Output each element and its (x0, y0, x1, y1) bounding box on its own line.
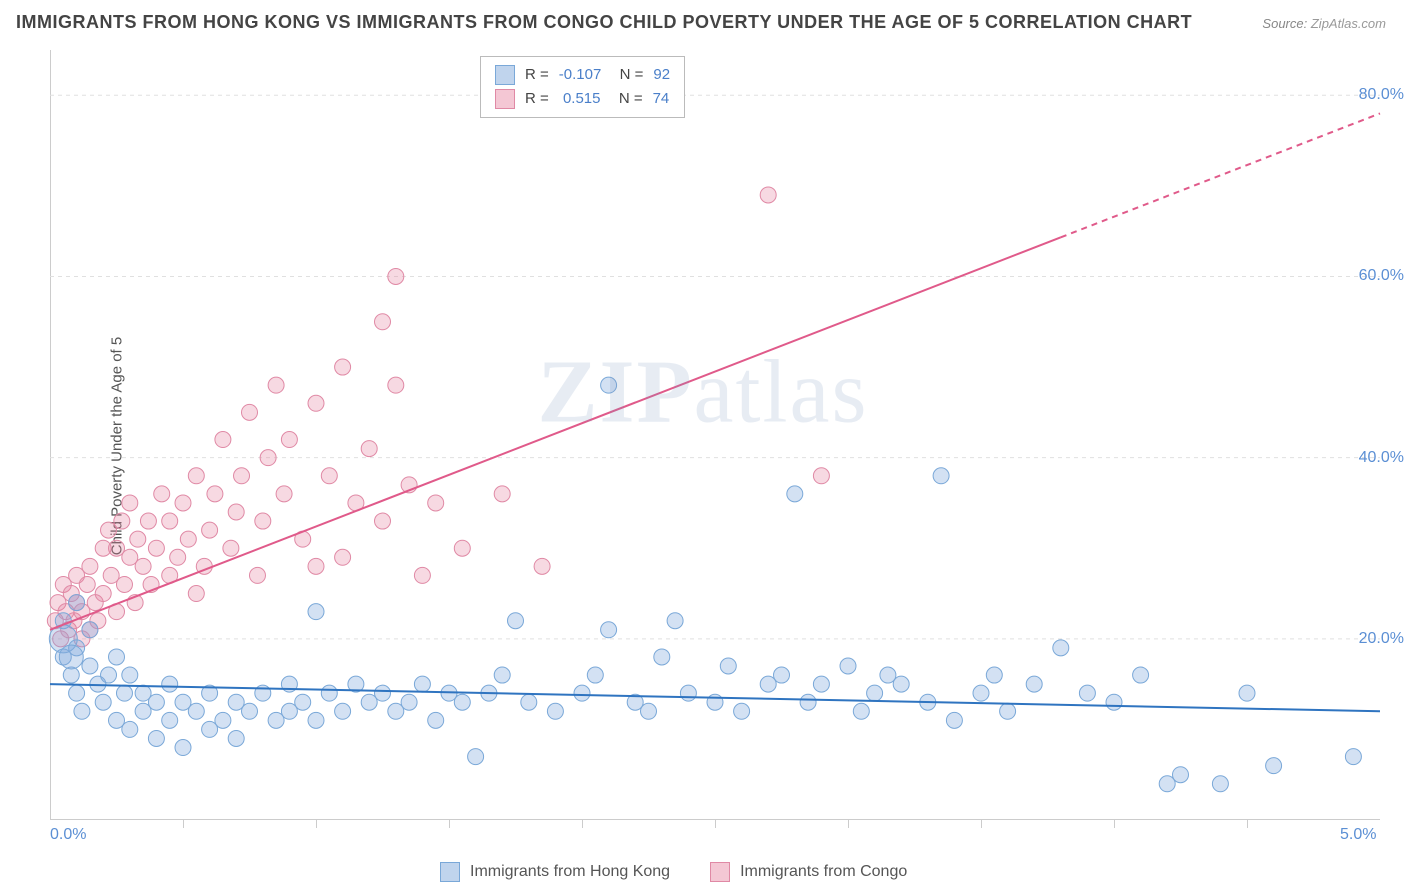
y-tick-label: 20.0% (1359, 630, 1404, 648)
y-tick-label: 40.0% (1359, 449, 1404, 467)
correlation-legend: R = -0.107 N = 92 R = 0.515 N = 74 (480, 56, 685, 118)
x-minor-tick (1114, 820, 1115, 828)
y-tick-label: 60.0% (1359, 267, 1404, 285)
x-minor-tick (981, 820, 982, 828)
legend-row-congo: R = 0.515 N = 74 (495, 87, 670, 111)
r-label: R = (525, 87, 549, 111)
source-value: ZipAtlas.com (1311, 16, 1386, 31)
legend-row-hongkong: R = -0.107 N = 92 (495, 63, 670, 87)
n-value-congo: 74 (653, 87, 670, 111)
series-legend: Immigrants from Hong Kong Immigrants fro… (440, 862, 907, 882)
n-value-hongkong: 92 (653, 63, 670, 87)
x-minor-tick (1247, 820, 1248, 828)
swatch-congo (495, 89, 515, 109)
n-label: N = (610, 87, 642, 111)
x-tick-label: 0.0% (50, 826, 86, 844)
x-minor-tick (183, 820, 184, 828)
n-label: N = (611, 63, 643, 87)
legend-item-hongkong: Immigrants from Hong Kong (440, 862, 670, 882)
x-minor-tick (582, 820, 583, 828)
r-value-hongkong: -0.107 (559, 63, 602, 87)
legend-label-congo: Immigrants from Congo (740, 863, 907, 881)
source-attribution: Source: ZipAtlas.com (1262, 16, 1386, 31)
r-label: R = (525, 63, 549, 87)
legend-item-congo: Immigrants from Congo (710, 862, 907, 882)
y-tick-label: 80.0% (1359, 86, 1404, 104)
scatter-chart (50, 50, 1380, 820)
source-label: Source: (1262, 16, 1307, 31)
x-minor-tick (449, 820, 450, 828)
swatch-congo-bottom (710, 862, 730, 882)
x-minor-tick (316, 820, 317, 828)
x-minor-tick (715, 820, 716, 828)
x-minor-tick (848, 820, 849, 828)
r-value-congo: 0.515 (559, 87, 601, 111)
legend-label-hongkong: Immigrants from Hong Kong (470, 863, 670, 881)
chart-title: IMMIGRANTS FROM HONG KONG VS IMMIGRANTS … (16, 12, 1192, 33)
swatch-hongkong-bottom (440, 862, 460, 882)
swatch-hongkong (495, 65, 515, 85)
x-tick-label: 5.0% (1340, 826, 1376, 844)
